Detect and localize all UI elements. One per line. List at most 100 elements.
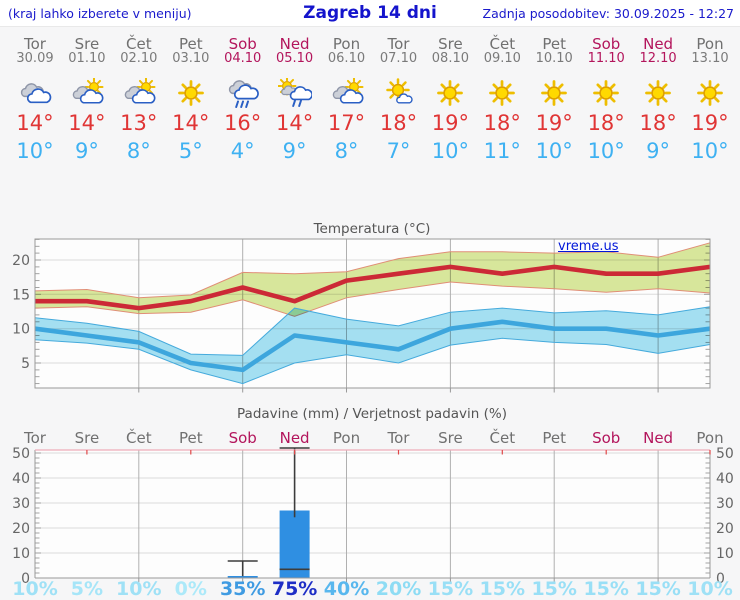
- weekday-label: Sre: [438, 35, 463, 53]
- temp-chart-title: Temperatura (°C): [313, 221, 431, 237]
- location-hint: (kraj lahko izberete v meniju): [8, 6, 192, 21]
- day-column: Sob 11.10 18° 10°: [580, 0, 633, 215]
- precip-y-label-left: 0: [21, 571, 30, 587]
- day-column: Pet 10.10 19° 10°: [528, 0, 581, 215]
- watermark-link[interactable]: vreme.us: [558, 239, 619, 254]
- max-temp: 17°: [327, 111, 366, 135]
- min-temp: 9°: [282, 139, 307, 163]
- max-temp: 18°: [379, 111, 418, 135]
- weekday-label: Pon: [332, 35, 361, 53]
- precip-y-label-right: 50: [716, 446, 734, 462]
- max-temp-line: [35, 264, 711, 311]
- weekday-label: Sob: [228, 35, 257, 53]
- date-label: 02.10: [120, 51, 158, 66]
- min-temp: 10°: [691, 139, 729, 163]
- precip-probability: 5%: [71, 578, 103, 600]
- weekday-label: Pet: [178, 35, 203, 53]
- precip-day-label: Ned: [280, 429, 310, 447]
- precip-probability: 75%: [272, 578, 317, 600]
- max-temp: 18°: [587, 111, 625, 135]
- weather-icon-sunny: [174, 78, 208, 108]
- weekday-label: Sob: [592, 35, 621, 53]
- precip-day-label: Čet: [490, 428, 516, 447]
- date-label: 08.10: [431, 51, 469, 66]
- precip-probability: 10%: [12, 578, 57, 600]
- precip-day-label: Čet: [126, 428, 152, 447]
- precip-probability: 20%: [376, 578, 421, 600]
- weekday-label: Čet: [126, 35, 152, 53]
- weather-icon-mostly-sunny: [382, 78, 416, 108]
- day-column: Sre 08.10 19° 10°: [424, 0, 477, 215]
- date-label: 10.10: [535, 51, 573, 66]
- precip-y-label-left: 50: [12, 446, 30, 462]
- weather-icon-sunny: [641, 78, 675, 108]
- header: (kraj lahko izberete v meniju) Zagreb 14…: [0, 0, 740, 27]
- day-column: Ned 12.10 18° 9°: [632, 0, 685, 215]
- precip-day-label: Sob: [229, 429, 257, 447]
- precip-probability: 15%: [428, 578, 473, 600]
- precip-day-label: Tor: [387, 429, 411, 447]
- precip-y-label-right: 20: [716, 521, 734, 537]
- max-temp: 16°: [224, 111, 262, 135]
- precip-day-label: Sob: [592, 429, 620, 447]
- day-column: Tor 07.10 18° 7°: [372, 0, 425, 215]
- date-label: 03.10: [172, 51, 210, 66]
- weekday-label: Sre: [74, 35, 100, 53]
- weekday-label: Ned: [279, 35, 310, 53]
- min-temp: 10°: [587, 139, 625, 163]
- date-label: 05.10: [275, 51, 314, 66]
- precip-day-label: Pet: [179, 429, 203, 447]
- date-label: 09.10: [483, 51, 521, 66]
- min-temp: 10°: [16, 139, 54, 163]
- day-column: Sob 04.10 16° 4°: [216, 0, 269, 215]
- date-label: 06.10: [327, 51, 366, 66]
- precip-day-label: Pet: [542, 429, 566, 447]
- precip-probability: 0%: [175, 578, 207, 600]
- precip-y-label-left: 40: [12, 471, 30, 487]
- weekday-label: Tor: [24, 35, 46, 53]
- weekday-label: Pon: [696, 35, 724, 53]
- max-temp: 19°: [535, 111, 573, 135]
- precip-probability: 40%: [324, 578, 369, 600]
- weather-icon-partly-cloudy: [70, 78, 104, 108]
- date-label: 01.10: [68, 51, 106, 66]
- temp-y-label: 20: [12, 253, 30, 269]
- weather-icon-partly-cloudy: [330, 78, 364, 108]
- day-column: Čet 09.10 18° 11°: [476, 0, 529, 215]
- precip-y-label-left: 10: [12, 546, 30, 562]
- precip-probability: 15%: [635, 578, 680, 600]
- precip-probability: 15%: [531, 578, 576, 600]
- weather-icon-sunny: [537, 78, 571, 108]
- max-temp: 14°: [275, 111, 314, 135]
- weather-icon-sunny: [485, 78, 519, 108]
- weather-icon-sunny: [693, 78, 727, 108]
- precip-probability: 10%: [687, 578, 732, 600]
- weather-icon-partly-cloudy: [122, 78, 156, 108]
- date-label: 13.10: [691, 51, 729, 66]
- precip-day-label: Sre: [438, 429, 463, 447]
- weather-icon-rain: [226, 78, 260, 108]
- precipitation-chart: Padavine (mm) / Verjetnost padavin (%) To…: [12, 406, 734, 600]
- weekday-label: Čet: [489, 35, 516, 53]
- min-temp: 9°: [646, 139, 671, 163]
- precip-y-label-right: 30: [716, 496, 734, 512]
- day-column: Pon 06.10 17° 8°: [320, 0, 373, 215]
- min-temp: 5°: [178, 139, 203, 163]
- max-temp: 19°: [431, 111, 469, 135]
- min-temp: 8°: [334, 139, 359, 163]
- last-updated: Zadnja posodobitev: 30.09.2025 - 12:27: [482, 6, 734, 21]
- day-column: Tor 30.09 14° 10°: [9, 0, 62, 215]
- precip-y-label-right: 10: [716, 546, 734, 562]
- max-temp: 13°: [120, 111, 158, 135]
- max-temp: 14°: [16, 111, 54, 135]
- min-temp: 10°: [535, 139, 573, 163]
- precip-day-label: Tor: [23, 429, 47, 447]
- day-column: Ned 05.10 14° 9°: [268, 0, 321, 215]
- date-label: 30.09: [16, 51, 54, 66]
- precip-chart-title: Padavine (mm) / Verjetnost padavin (%): [237, 406, 507, 422]
- max-temp: 19°: [691, 111, 729, 135]
- date-label: 04.10: [224, 51, 262, 66]
- precip-day-label: Pon: [333, 429, 360, 447]
- temperature-chart: Temperatura (°C) 5 10 15 20: [12, 221, 711, 393]
